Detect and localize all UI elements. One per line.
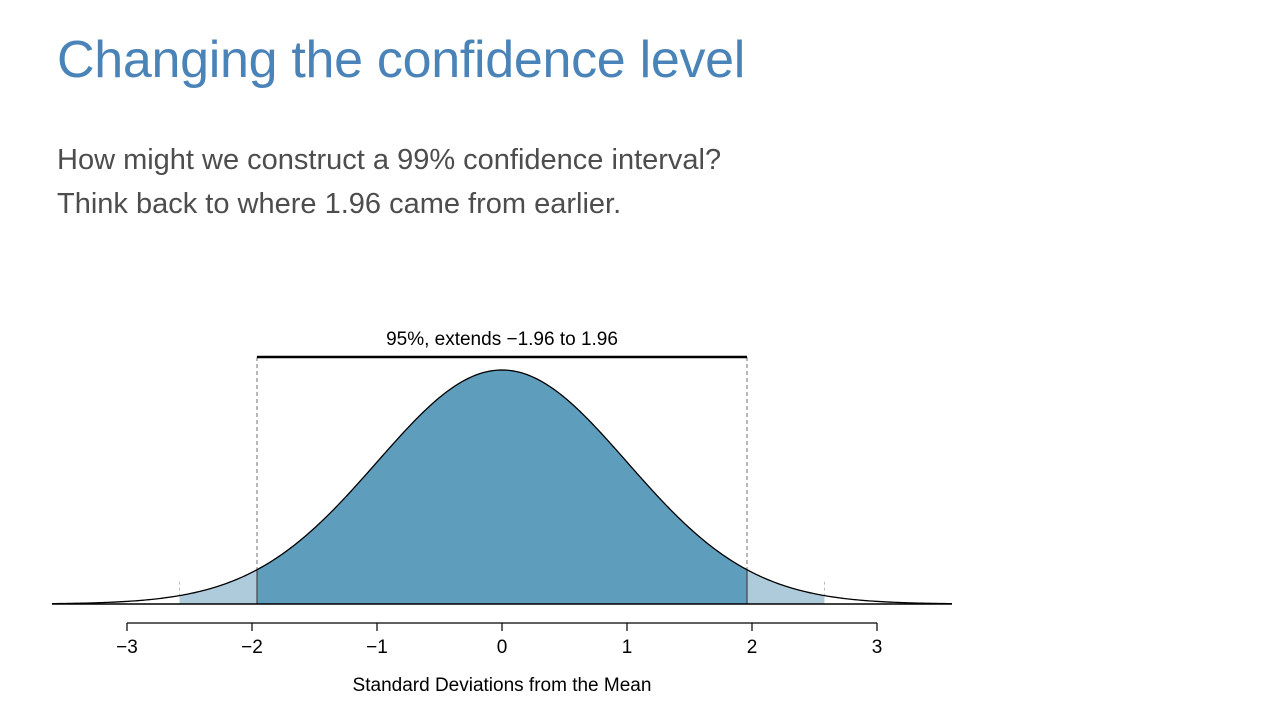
shaded-regions <box>179 370 825 604</box>
x-tick-label-2: −1 <box>366 637 388 658</box>
guide-lines <box>179 357 825 604</box>
bracket-label: 95%, extends −1.96 to 1.96 <box>386 329 618 350</box>
body-line-2: Think back to where 1.96 came from earli… <box>57 188 622 220</box>
slide-body: How might we construct a 99% confidence … <box>57 138 721 226</box>
x-tick-label-1: −2 <box>241 637 263 658</box>
x-tick-label-0: −3 <box>116 637 138 658</box>
x-tick-label-4: 1 <box>622 637 633 658</box>
x-tick-label-3: 0 <box>497 637 508 658</box>
region-inner <box>257 370 747 604</box>
slide-title: Changing the confidence level <box>57 31 746 89</box>
x-axis-ticks: −3 −2 −1 0 1 2 3 <box>116 623 882 658</box>
body-line-1: How might we construct a 99% confidence … <box>57 144 722 176</box>
x-axis-label: Standard Deviations from the Mean <box>353 675 652 696</box>
x-tick-label-6: 3 <box>872 637 883 658</box>
x-tick-label-5: 2 <box>747 637 758 658</box>
density-curve <box>51 369 953 605</box>
